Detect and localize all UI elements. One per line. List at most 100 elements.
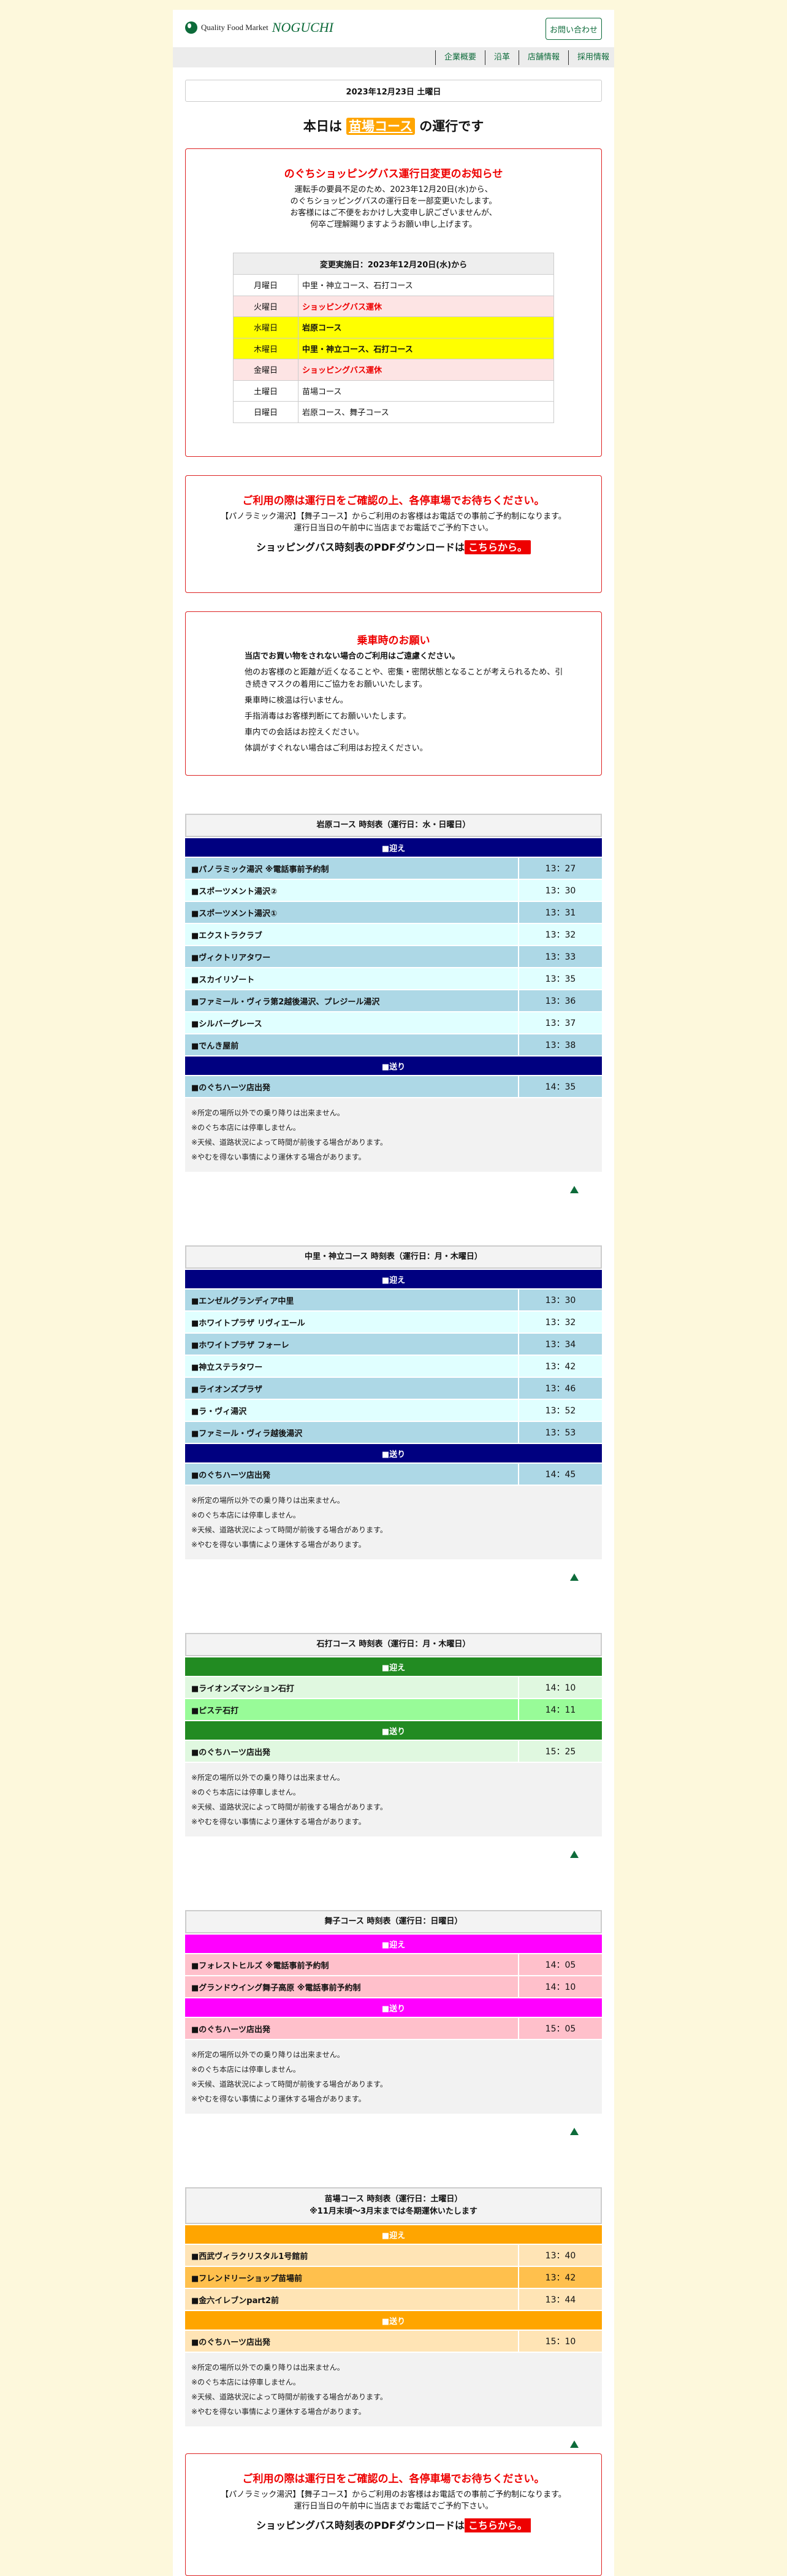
timetable-title-text: 岩原コース 時刻表（運行日：水・日曜日） — [316, 820, 471, 830]
schedule-row: 木曜日 中里・神立コース、石打コース — [233, 337, 554, 359]
note-line: ※やむを得ない事情により運休する場合があります。 — [191, 2095, 366, 2103]
pdf-text: ショッピングバス時刻表のPDFダウンロードは — [256, 2520, 465, 2531]
timetable-title: 岩原コース 時刻表（運行日：水・日曜日） — [185, 814, 602, 837]
timetable: 石打コース 時刻表（運行日：月・木曜日） ■迎え ■ライオンズマンション石打 14：1… — [185, 1633, 602, 1872]
timetable-title-text: 石打コース 時刻表（運行日：月・木曜日） — [316, 1640, 471, 1649]
schedule-row: 土曜日 苗場コース — [233, 380, 554, 402]
logo-brand: NOGUCHI — [272, 20, 333, 35]
notice-line: お客様にはご不便をおかけし大変申し訳ございませんが、 — [290, 208, 497, 218]
pdf-download-link[interactable]: こちらから。 — [464, 540, 531, 554]
nav-history[interactable]: 沿革 — [484, 50, 519, 65]
note-line: ※所定の場所以外での乗り降りは出来ません。 — [191, 2363, 344, 2372]
timetable-row: ■金六イレブンpart2前 13：44 — [185, 2289, 602, 2310]
nav-stores[interactable]: 店舗情報 — [518, 50, 568, 65]
note-line: ※やむを得ない事情により運休する場合があります。 — [191, 1153, 366, 1161]
timetable-row: ■フォレストヒルズ ※電話事前予約制 14：05 — [185, 1954, 602, 1975]
note-line: ※天候、道路状況によって時間が前後する場合があります。 — [191, 1803, 387, 1811]
stop-time: 13：35 — [519, 968, 602, 989]
note-line: ※所定の場所以外での乗り降りは出来ません。 — [191, 2050, 344, 2059]
back-to-top — [185, 2114, 602, 2149]
timetable-title: 石打コース 時刻表（運行日：月・木曜日） — [185, 1633, 602, 1656]
nav-recruit[interactable]: 採用情報 — [568, 50, 614, 65]
schedule-day: 月曜日 — [233, 274, 298, 296]
notice-body: 運転手の要員不足のため、2023年12月20日(水)から、 のぐちショッピングバ… — [186, 184, 601, 231]
logo[interactable]: Quality Food Market NOGUCHI — [185, 20, 333, 36]
boarding-line: 乗車時に検温は行いません。 — [245, 696, 348, 705]
schedule-row: 日曜日 岩原コース、舞子コース — [233, 401, 554, 423]
boarding-lead: 当店でお買い物をされない場合のご利用はご遠慮ください。 — [245, 652, 460, 661]
stop-time: 13：38 — [519, 1034, 602, 1055]
timetable-row: ■ピステ石打 14：11 — [185, 1699, 602, 1720]
timetable-row: ■ホワイトプラザ フォーレ 13：34 — [185, 1334, 602, 1355]
timetable: 舞子コース 時刻表（運行日：日曜日） ■迎え ■フォレストヒルズ ※電話事前予約制 1… — [185, 1910, 602, 2149]
timetable-section-pickup: ■迎え — [185, 2225, 602, 2244]
stop-time: 13：31 — [519, 902, 602, 923]
note-line: ※のぐち本店には停車しません。 — [191, 1788, 300, 1797]
timetable-section-dropoff: ■送り — [185, 2311, 602, 2329]
stop-time: 13：34 — [519, 1334, 602, 1355]
pdf-download-link[interactable]: こちらから。 — [464, 2518, 531, 2532]
note-line: ※やむを得ない事情により運休する場合があります。 — [191, 1540, 366, 1549]
notice-title: のぐちショッピングバス運行日変更のお知らせ — [284, 168, 503, 180]
boarding-line: 手指消毒はお客様判断にてお願いいたします。 — [245, 712, 411, 721]
timetable-notes: ※所定の場所以外での乗り降りは出来ません。 ※のぐち本店には停車しません。 ※天候、… — [185, 1486, 602, 1559]
pdf-download: ショッピングバス時刻表のPDFダウンロードは こちらから。 — [186, 540, 601, 554]
nav-company[interactable]: 企業概要 — [435, 50, 485, 65]
stop-name: ■ラ・ヴィ湯沢 — [185, 1400, 518, 1421]
boarding-line: 体調がすぐれない場合はご利用はお控えください。 — [245, 744, 428, 753]
today-suffix: の運行です — [419, 119, 484, 134]
timetable-section-pickup: ■迎え — [185, 1657, 602, 1676]
stop-time: 13：37 — [519, 1012, 602, 1033]
stop-name: ■ライオンズマンション石打 — [185, 1677, 518, 1698]
stop-name: ■ライオンズプラザ — [185, 1378, 518, 1399]
schedule-course: 岩原コース、舞子コース — [298, 401, 554, 423]
note-line: ※所定の場所以外での乗り降りは出来ません。 — [191, 1496, 344, 1505]
back-to-top-arrow-icon[interactable] — [570, 1573, 579, 1581]
timetable-section-dropoff: ■送り — [185, 1444, 602, 1462]
back-to-top-arrow-icon[interactable] — [570, 2128, 579, 2135]
schedule-day: 土曜日 — [233, 380, 298, 402]
timetable-title-text: 舞子コース 時刻表（運行日：日曜日） — [324, 1917, 463, 1926]
boarding-title: 乗車時のお願い — [357, 635, 430, 647]
stop-name: ■シルバーグレース — [185, 1012, 518, 1033]
stop-name: ■グランドウイング舞子高原 ※電話事前予約制 — [185, 1976, 518, 1997]
back-to-top-arrow-icon[interactable] — [570, 1851, 579, 1858]
timetable-section-dropoff: ■送り — [185, 1998, 602, 2017]
timetable-row: ■神立ステラタワー 13：42 — [185, 1356, 602, 1377]
pdf-download: ショッピングバス時刻表のPDFダウンロードは こちらから。 — [186, 2518, 601, 2532]
timetable-row: ■シルバーグレース 13：37 — [185, 1012, 602, 1033]
note-line: ※やむを得ない事情により運休する場合があります。 — [191, 1817, 366, 1826]
schedule-course: ショッピングバス運休 — [298, 295, 554, 317]
contact-button[interactable]: お問い合わせ — [546, 18, 602, 40]
stop-time: 13：52 — [519, 1400, 602, 1421]
stop-time: 13：42 — [519, 1356, 602, 1377]
schedule-course: ショッピングバス運休 — [298, 359, 554, 381]
timetable-row: ■のぐちハーツ店出発 14：45 — [185, 1464, 602, 1485]
stop-name: ■フォレストヒルズ ※電話事前予約制 — [185, 1954, 518, 1975]
boarding-notice: 乗車時のお願い 当店でお買い物をされない場合のご利用はご遠慮ください。 他のお客… — [185, 611, 602, 776]
schedule-day: 火曜日 — [233, 295, 298, 317]
note-line: ※やむを得ない事情により運休する場合があります。 — [191, 2407, 366, 2416]
schedule-day: 木曜日 — [233, 337, 298, 359]
schedule-row: 水曜日 岩原コース — [233, 316, 554, 338]
stop-name: ■西武ヴィラクリスタル1号館前 — [185, 2245, 518, 2266]
stop-name: ■ヴィクトリアタワー — [185, 946, 518, 967]
stop-name: ■スポーツメント湯沢① — [185, 902, 518, 923]
usage-call-text: 運行日当日の午前中に当店までお電話でご予約下さい。 — [294, 524, 493, 533]
schedule-table-header: 変更実施日：2023年12月20日(水)から — [233, 253, 554, 275]
timetable-row: ■のぐちハーツ店出発 15：05 — [185, 2018, 602, 2039]
back-to-top-arrow-icon[interactable] — [570, 1186, 579, 1193]
stop-name: ■金六イレブンpart2前 — [185, 2289, 518, 2310]
timetables: 岩原コース 時刻表（運行日：水・日曜日） ■迎え ■パノラミック湯沢 ※電話事前予約… — [173, 814, 614, 2462]
note-line: ※天候、道路状況によって時間が前後する場合があります。 — [191, 2393, 387, 2401]
note-line: ※所定の場所以外での乗り降りは出来ません。 — [191, 1109, 344, 1117]
stop-time: 15：10 — [519, 2331, 602, 2352]
today-course-link[interactable]: 苗場コース — [346, 118, 415, 135]
notice-line: 運転手の要員不足のため、2023年12月20日(水)から、 — [294, 185, 493, 194]
stop-time: 13：27 — [519, 858, 602, 879]
timetable-row: ■のぐちハーツ店出発 15：25 — [185, 1741, 602, 1762]
schedule-row: 月曜日 中里・神立コース、石打コース — [233, 274, 554, 296]
today-course-heading: 本日は 苗場コース の運行です — [173, 117, 614, 135]
back-to-top-arrow-icon[interactable] — [570, 2440, 579, 2448]
today-prefix: 本日は — [303, 119, 342, 134]
